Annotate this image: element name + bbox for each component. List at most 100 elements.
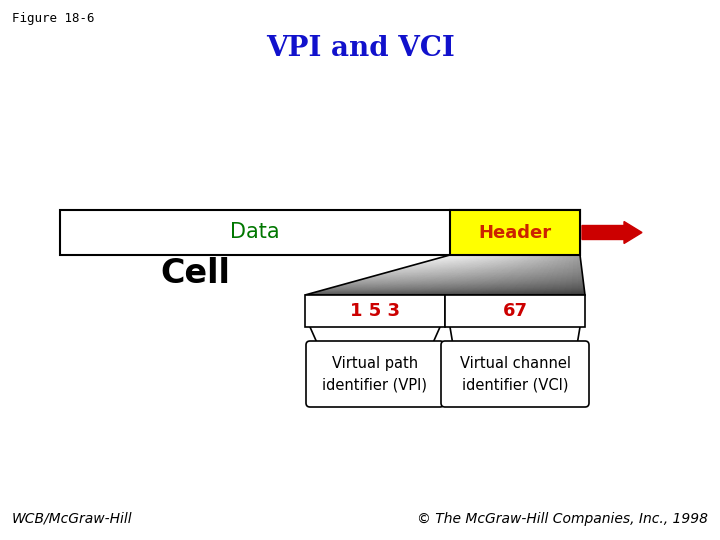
Polygon shape bbox=[490, 258, 495, 259]
Polygon shape bbox=[453, 286, 460, 287]
Polygon shape bbox=[565, 288, 572, 289]
Polygon shape bbox=[516, 274, 522, 275]
Polygon shape bbox=[408, 287, 415, 288]
Polygon shape bbox=[530, 283, 536, 284]
Polygon shape bbox=[471, 276, 477, 277]
Polygon shape bbox=[441, 293, 449, 294]
Polygon shape bbox=[413, 282, 420, 283]
Polygon shape bbox=[445, 294, 453, 295]
Polygon shape bbox=[428, 284, 435, 285]
Polygon shape bbox=[496, 255, 500, 256]
Polygon shape bbox=[519, 261, 523, 262]
Polygon shape bbox=[516, 260, 521, 261]
Polygon shape bbox=[507, 269, 513, 271]
Polygon shape bbox=[527, 260, 532, 261]
Polygon shape bbox=[334, 286, 584, 287]
Polygon shape bbox=[566, 284, 572, 285]
Polygon shape bbox=[440, 286, 448, 287]
Polygon shape bbox=[510, 267, 516, 268]
Polygon shape bbox=[489, 279, 495, 280]
Polygon shape bbox=[503, 255, 507, 256]
Polygon shape bbox=[494, 284, 500, 285]
Polygon shape bbox=[505, 279, 511, 280]
Polygon shape bbox=[392, 293, 401, 294]
Polygon shape bbox=[447, 293, 455, 294]
Polygon shape bbox=[535, 257, 539, 258]
Polygon shape bbox=[558, 289, 564, 291]
Polygon shape bbox=[444, 272, 451, 273]
Polygon shape bbox=[492, 285, 499, 286]
Polygon shape bbox=[404, 288, 412, 289]
Polygon shape bbox=[454, 274, 461, 275]
Polygon shape bbox=[490, 286, 498, 287]
Polygon shape bbox=[560, 281, 566, 282]
Polygon shape bbox=[519, 276, 525, 277]
Polygon shape bbox=[572, 267, 577, 268]
Polygon shape bbox=[425, 282, 432, 283]
Polygon shape bbox=[477, 268, 482, 269]
Polygon shape bbox=[443, 256, 580, 257]
Polygon shape bbox=[531, 291, 538, 292]
Text: Header: Header bbox=[478, 224, 552, 241]
Polygon shape bbox=[522, 256, 526, 257]
Polygon shape bbox=[446, 286, 454, 287]
Polygon shape bbox=[467, 289, 474, 291]
Polygon shape bbox=[497, 286, 503, 287]
Polygon shape bbox=[535, 269, 540, 271]
Polygon shape bbox=[382, 273, 582, 274]
Polygon shape bbox=[433, 293, 441, 294]
Polygon shape bbox=[477, 273, 484, 274]
Polygon shape bbox=[534, 258, 538, 259]
Polygon shape bbox=[505, 256, 509, 257]
Polygon shape bbox=[500, 278, 507, 279]
Polygon shape bbox=[495, 271, 501, 272]
Polygon shape bbox=[573, 261, 577, 262]
Polygon shape bbox=[509, 262, 514, 263]
Polygon shape bbox=[562, 275, 567, 276]
Polygon shape bbox=[459, 277, 466, 278]
Polygon shape bbox=[572, 279, 577, 280]
Polygon shape bbox=[478, 286, 485, 287]
Polygon shape bbox=[558, 271, 563, 272]
Polygon shape bbox=[555, 280, 561, 281]
Polygon shape bbox=[464, 269, 471, 271]
Polygon shape bbox=[413, 293, 421, 294]
Polygon shape bbox=[487, 284, 495, 285]
Polygon shape bbox=[531, 264, 536, 265]
Polygon shape bbox=[446, 280, 454, 281]
Polygon shape bbox=[526, 280, 533, 281]
Polygon shape bbox=[560, 282, 566, 283]
Polygon shape bbox=[455, 279, 462, 280]
Polygon shape bbox=[520, 271, 525, 272]
Polygon shape bbox=[572, 278, 577, 279]
Polygon shape bbox=[471, 283, 478, 284]
Polygon shape bbox=[419, 282, 426, 283]
Polygon shape bbox=[573, 265, 577, 266]
Polygon shape bbox=[572, 281, 577, 282]
Text: © The McGraw-Hill Companies, Inc., 1998: © The McGraw-Hill Companies, Inc., 1998 bbox=[417, 512, 708, 526]
Polygon shape bbox=[491, 291, 498, 292]
Polygon shape bbox=[560, 265, 564, 266]
Polygon shape bbox=[537, 292, 544, 293]
Text: Figure 18-6: Figure 18-6 bbox=[12, 12, 94, 25]
Polygon shape bbox=[368, 277, 582, 278]
Polygon shape bbox=[577, 279, 583, 280]
Polygon shape bbox=[562, 258, 566, 259]
Polygon shape bbox=[547, 285, 554, 286]
Polygon shape bbox=[504, 268, 510, 269]
Polygon shape bbox=[565, 287, 572, 288]
Polygon shape bbox=[508, 276, 514, 277]
Polygon shape bbox=[532, 273, 538, 274]
Polygon shape bbox=[469, 280, 477, 281]
Polygon shape bbox=[483, 269, 490, 271]
Polygon shape bbox=[462, 275, 469, 276]
Polygon shape bbox=[488, 265, 493, 266]
Polygon shape bbox=[526, 258, 531, 259]
Polygon shape bbox=[528, 272, 534, 273]
Polygon shape bbox=[577, 281, 583, 282]
Polygon shape bbox=[490, 287, 497, 288]
Polygon shape bbox=[516, 263, 521, 264]
Polygon shape bbox=[466, 294, 474, 295]
Polygon shape bbox=[543, 255, 547, 256]
Polygon shape bbox=[562, 259, 566, 260]
